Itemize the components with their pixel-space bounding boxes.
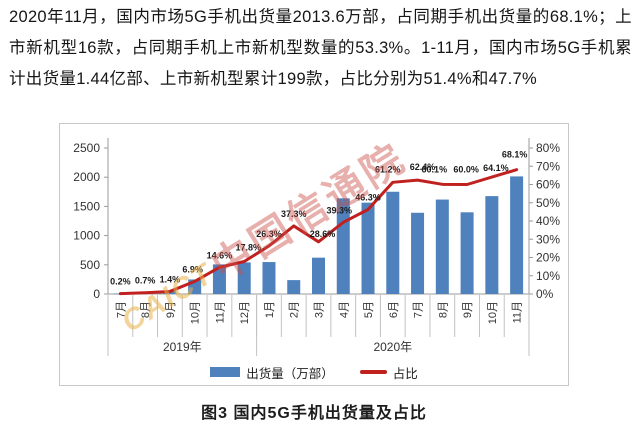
legend-item-ratio: 占比 (359, 363, 418, 382)
right-tick-label: 10% (536, 269, 560, 283)
ratio-point-label: 46.3% (355, 193, 381, 203)
ratio-point-label: 0.7% (135, 276, 156, 286)
ratio-point-label: 39.3% (326, 205, 352, 215)
right-tick-label: 50% (536, 196, 560, 210)
month-label: 12月 (239, 301, 251, 324)
ratio-point-label: 60.0% (453, 165, 479, 175)
month-label: 5月 (363, 301, 375, 318)
right-tick-label: 20% (536, 251, 560, 265)
bar-7月 (411, 212, 425, 294)
bar-11月 (212, 264, 226, 294)
right-tick-label: 40% (536, 214, 560, 228)
bar-11月 (510, 176, 524, 294)
left-tick-label: 1000 (73, 229, 100, 243)
left-tick-label: 2000 (73, 170, 100, 184)
month-label: 1月 (264, 301, 276, 318)
left-tick-label: 2500 (73, 141, 100, 155)
right-tick-label: 80% (536, 141, 560, 155)
ratio-point-label: 68.1% (502, 150, 528, 160)
month-label: 6月 (388, 301, 400, 318)
bar-12月 (237, 262, 251, 294)
bar-9月 (460, 212, 474, 294)
legend-item-shipments: 出货量（万部） (210, 363, 334, 382)
bar-8月 (435, 199, 449, 294)
chart-frame: 2019年 2020年 0 500 1000 1500 2000 2500 0% 10% 20% 30… (59, 123, 569, 386)
ratio-point-label: 61.2% (375, 164, 401, 174)
ratio-point-label: 1.4% (160, 274, 181, 284)
legend: 出货量（万部） 占比 (60, 363, 568, 381)
ratio-point-label: 64.1% (483, 163, 509, 173)
right-tick-label: 0% (536, 287, 554, 301)
month-label: 10月 (190, 301, 202, 324)
ratio-point-label: 37.3% (281, 209, 307, 219)
ratio-point-label: 62.4% (410, 162, 436, 172)
month-label: 11月 (512, 301, 524, 323)
ratio-point-label: 60.1% (422, 164, 448, 174)
bar-3月 (312, 257, 325, 294)
shipment-chart: 2019年 2020年 0 500 1000 1500 2000 2500 0% 10% 20% 30… (73, 138, 560, 356)
ratio-point-label: 14.6% (207, 250, 233, 260)
month-label: 8月 (437, 301, 449, 318)
bar-2月 (287, 280, 301, 294)
month-label: 4月 (338, 301, 350, 318)
intro-paragraph: 2020年11月，国内市场5G手机出货量2013.6万部，占同期手机出货量的68… (9, 8, 632, 88)
figure-caption: 图3 国内5G手机出货量及占比 (201, 405, 427, 422)
ratio-point-label: 0.2% (110, 277, 131, 287)
legend-bar-swatch (210, 367, 241, 377)
month-label: 9月 (165, 301, 177, 318)
ratio-point-label: 17.8% (235, 243, 261, 253)
bar-1月 (262, 262, 276, 294)
month-label: 10月 (487, 301, 499, 324)
legend-line-swatch (359, 369, 387, 375)
bar-6月 (386, 191, 400, 294)
month-label: 11月 (214, 301, 226, 323)
month-label: 7月 (115, 301, 127, 318)
left-tick-label: 1500 (73, 199, 100, 213)
ratio-point-label: 28.6% (310, 229, 336, 239)
right-tick-label: 60% (536, 178, 560, 192)
ratio-point-label: 26.3% (256, 229, 282, 239)
month-label: 8月 (140, 301, 152, 318)
left-tick-label: 500 (80, 258, 100, 272)
month-label: 7月 (413, 301, 425, 318)
month-label: 2月 (289, 301, 301, 318)
ratio-line (118, 168, 519, 296)
month-label: 3月 (314, 301, 326, 318)
left-tick-label: 0 (93, 287, 100, 301)
right-tick-label: 30% (536, 232, 560, 246)
right-tick-label: 70% (536, 159, 560, 173)
bar-5月 (361, 202, 375, 294)
legend-label-shipments: 出货量（万部） (246, 366, 334, 381)
month-label: 9月 (462, 301, 474, 318)
year-label: 2019年 (163, 340, 202, 354)
bar-10月 (485, 196, 499, 294)
ratio-point-label: 6.9% (182, 264, 203, 274)
legend-label-ratio: 占比 (392, 366, 418, 381)
year-label: 2020年 (373, 340, 412, 354)
